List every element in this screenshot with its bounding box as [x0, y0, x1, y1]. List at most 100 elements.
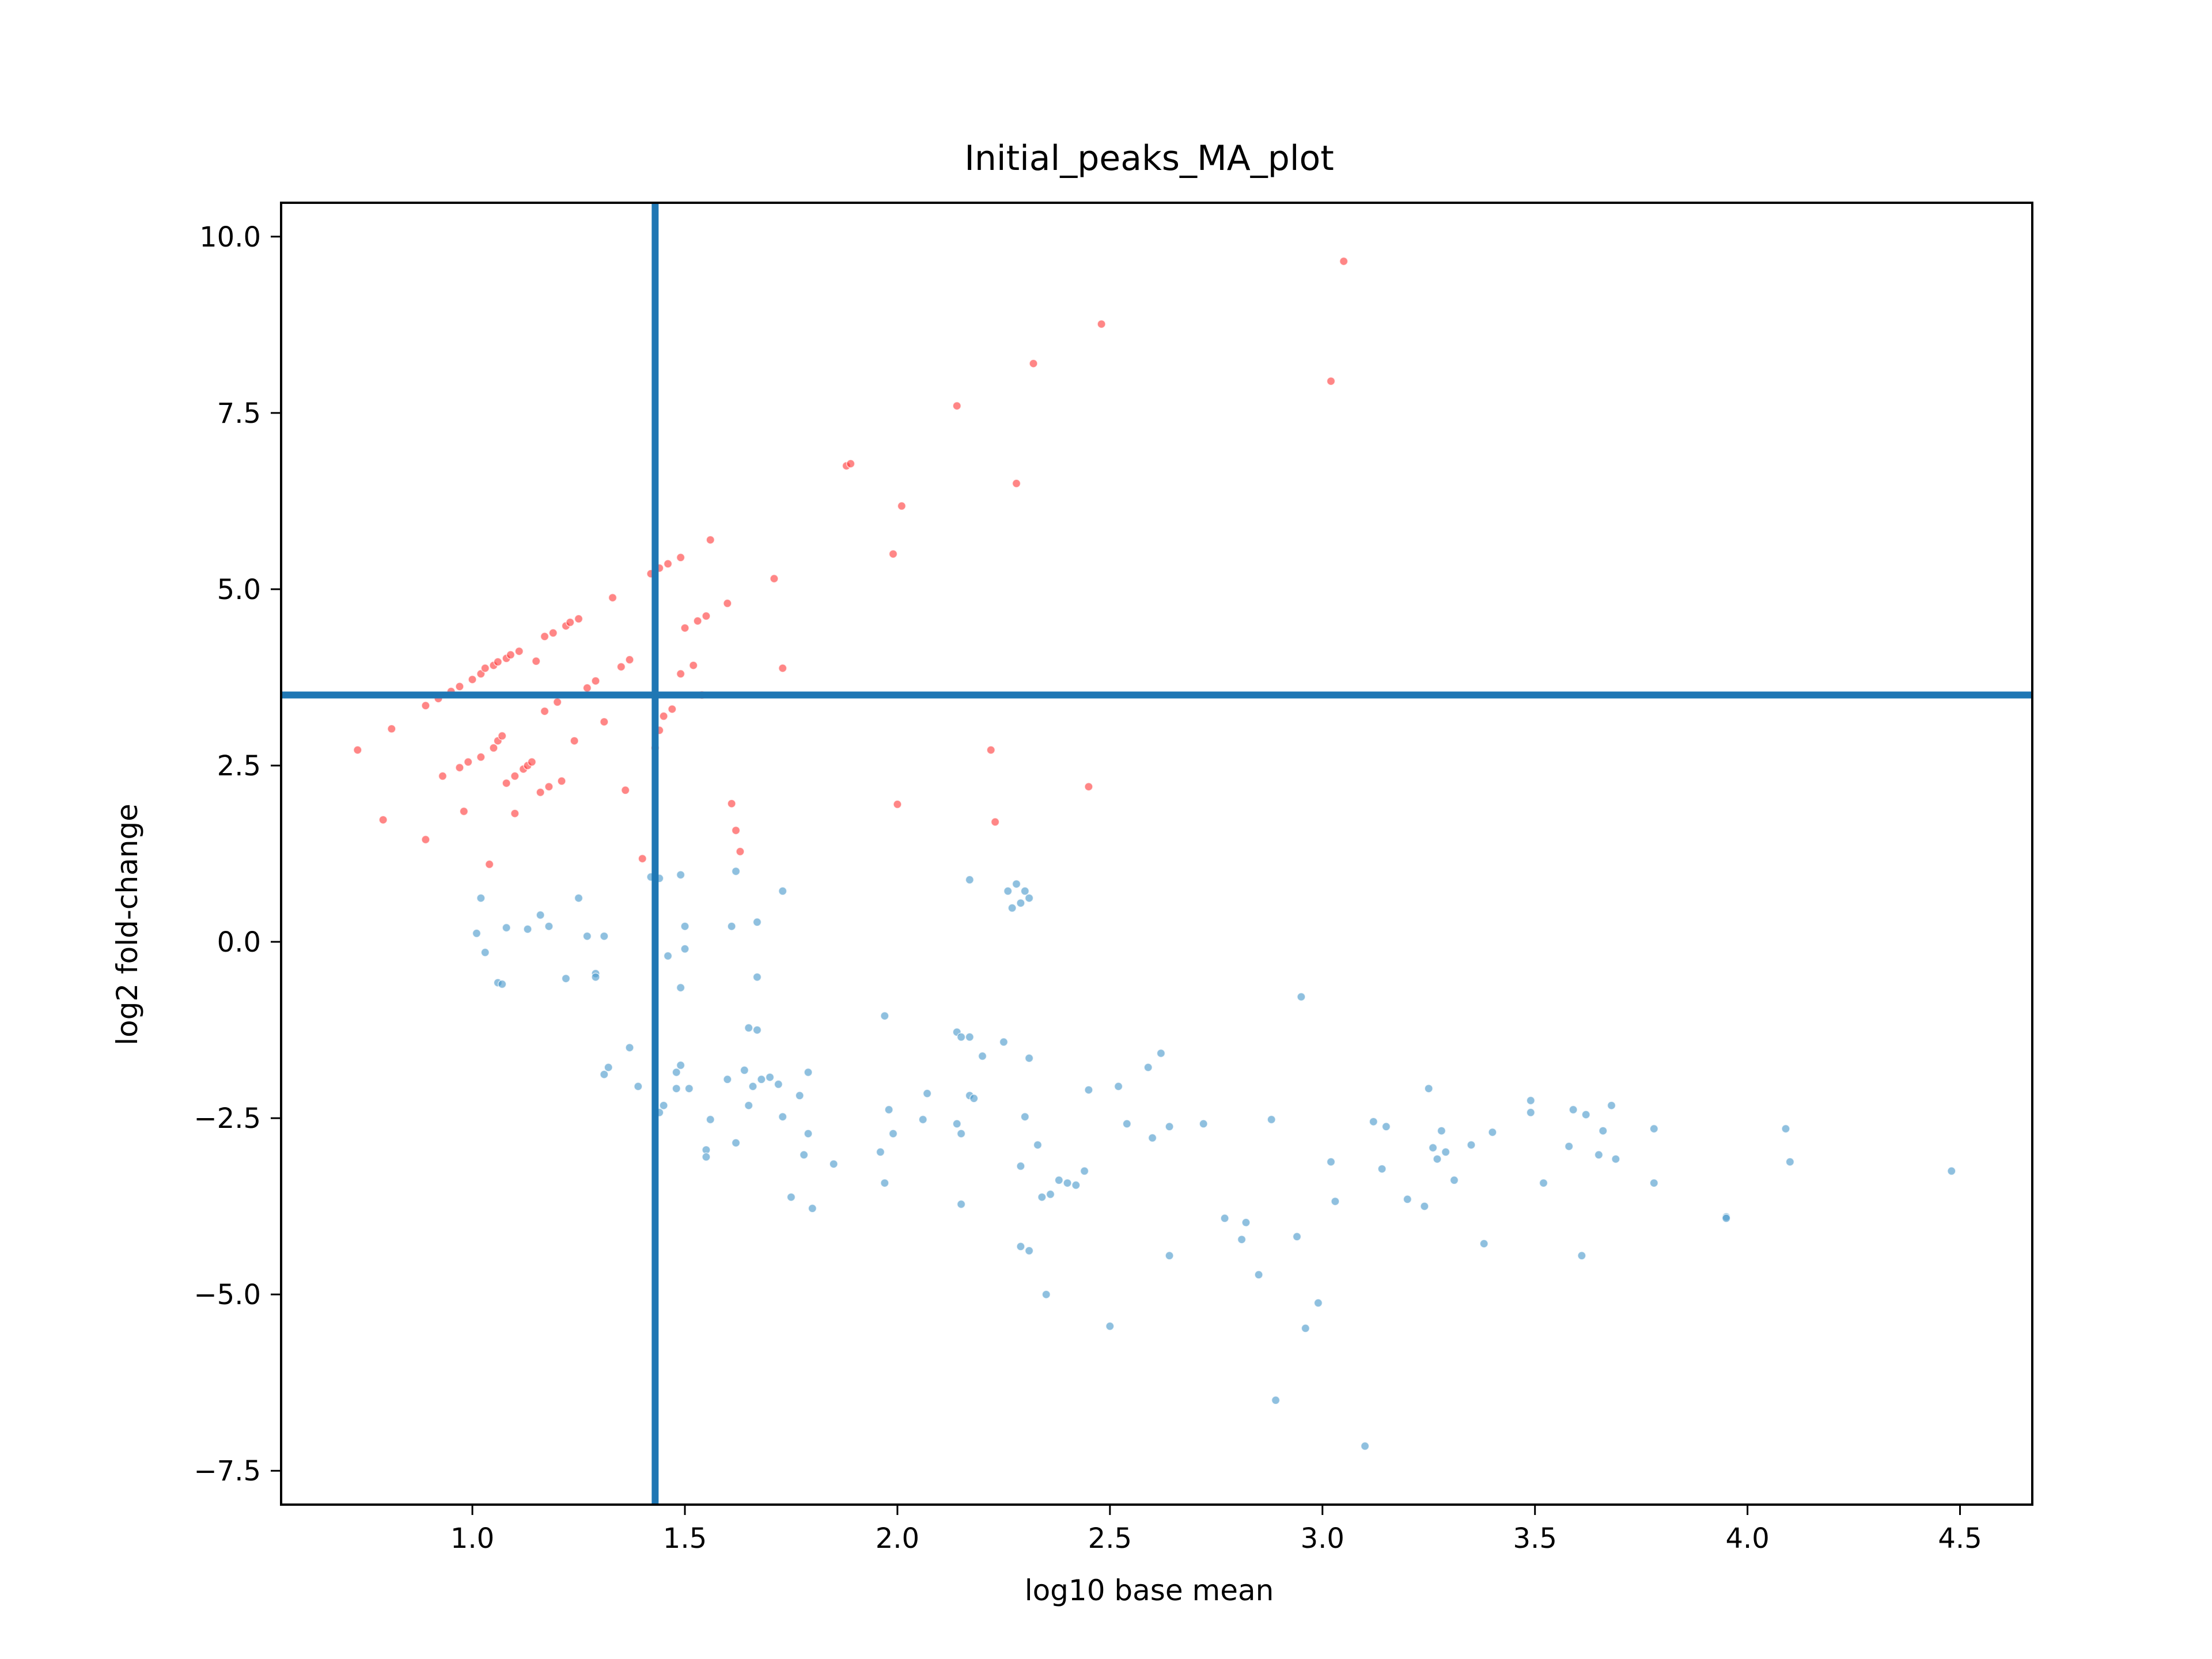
nonsignificant-point	[1297, 992, 1306, 1002]
nonsignificant-point	[1012, 879, 1021, 889]
nonsignificant-point	[1165, 1251, 1174, 1260]
significant-point	[514, 646, 524, 656]
nonsignificant-point	[1581, 1110, 1590, 1119]
nonsignificant-point	[672, 1084, 681, 1093]
significant-point	[1012, 479, 1021, 488]
significant-point	[438, 771, 448, 781]
nonsignificant-point	[600, 1070, 609, 1079]
nonsignificant-point	[1607, 1101, 1616, 1110]
nonsignificant-point	[1113, 1082, 1123, 1091]
nonsignificant-point	[1020, 1112, 1030, 1122]
nonsignificant-point	[727, 922, 736, 931]
nonsignificant-point	[1063, 1178, 1072, 1188]
significant-point	[723, 599, 732, 608]
significant-point	[952, 401, 961, 411]
nonsignificant-point	[786, 1192, 796, 1202]
nonsignificant-point	[795, 1091, 804, 1100]
significant-point	[625, 655, 634, 665]
nonsignificant-point	[663, 951, 673, 961]
nonsignificant-point	[536, 910, 545, 920]
significant-point	[990, 817, 1000, 827]
nonsignificant-point	[884, 1105, 893, 1115]
significant-point	[778, 664, 787, 673]
nonsignificant-point	[1649, 1124, 1659, 1134]
nonsignificant-point	[1054, 1176, 1064, 1185]
significant-point	[565, 618, 575, 627]
nonsignificant-point	[757, 1075, 766, 1084]
nonsignificant-point	[1313, 1298, 1323, 1308]
nonsignificant-point	[1080, 1166, 1089, 1176]
x-tick-label: 2.5	[1088, 1522, 1132, 1555]
nonsignificant-point	[880, 1178, 889, 1188]
nonsignificant-point	[1781, 1124, 1790, 1134]
nonsignificant-point	[684, 1084, 694, 1093]
nonsignificant-point	[965, 1032, 975, 1042]
x-tick-label: 3.0	[1301, 1522, 1344, 1555]
significant-point	[600, 717, 609, 726]
nonsignificant-point	[723, 1075, 732, 1084]
significant-point	[897, 501, 907, 511]
significant-point	[455, 682, 464, 691]
nonsignificant-point	[778, 1112, 787, 1122]
nonsignificant-point	[680, 944, 690, 954]
nonsignificant-point	[1441, 1147, 1450, 1157]
significant-point	[706, 535, 715, 544]
y-tick-label: 2.5	[217, 750, 261, 782]
significant-point	[986, 745, 995, 755]
nonsignificant-point	[1428, 1143, 1438, 1153]
significant-point	[693, 616, 702, 626]
nonsignificant-point	[1147, 1133, 1157, 1143]
nonsignificant-point	[625, 1043, 634, 1052]
nonsignificant-point	[502, 923, 511, 933]
nonsignificant-point	[1649, 1178, 1659, 1188]
nonsignificant-point	[1381, 1122, 1391, 1131]
nonsignificant-point	[1105, 1321, 1115, 1331]
nonsignificant-point	[1326, 1157, 1336, 1166]
significant-point	[421, 835, 430, 844]
axes-frame	[280, 202, 2033, 1506]
significant-point	[663, 559, 673, 569]
nonsignificant-point	[1254, 1270, 1263, 1279]
nonsignificant-point	[672, 1067, 681, 1077]
nonsignificant-point	[1301, 1324, 1310, 1333]
nonsignificant-point	[1241, 1218, 1251, 1228]
nonsignificant-point	[778, 887, 787, 896]
significant-point	[1097, 319, 1106, 329]
nonsignificant-point	[1424, 1084, 1433, 1093]
significant-point	[476, 752, 486, 762]
y-tick-label: 0.0	[217, 926, 261, 959]
significant-point	[680, 623, 690, 632]
nonsignificant-point	[1611, 1154, 1620, 1164]
nonsignificant-point	[1569, 1105, 1578, 1115]
y-tick-label: 7.5	[217, 397, 261, 430]
nonsignificant-point	[604, 1063, 613, 1072]
nonsignificant-point	[808, 1204, 817, 1213]
nonsignificant-point	[748, 1082, 757, 1091]
nonsignificant-point	[591, 972, 600, 982]
nonsignificant-point	[1377, 1164, 1387, 1173]
y-tick-label: −7.5	[194, 1455, 261, 1487]
nonsignificant-point	[1199, 1119, 1208, 1128]
significant-point	[1029, 359, 1038, 368]
plot-area: 1.0 1.5 2.0 2.5 3.0 3.5 4.0 4.5 10.0 7.5 5.0 2.5 0.0…	[194, 202, 2033, 1555]
nonsignificant-point	[676, 1060, 685, 1070]
nonsignificant-point	[1046, 1190, 1055, 1199]
significant-point	[531, 657, 541, 666]
significant-point	[387, 724, 396, 734]
nonsignificant-point	[659, 1101, 668, 1110]
nonsignificant-point	[523, 925, 532, 934]
significant-point	[493, 657, 503, 666]
nonsignificant-point	[876, 1147, 885, 1157]
nonsignificant-point	[1947, 1166, 1956, 1176]
chart-title: Initial_peaks_MA_plot	[964, 138, 1334, 179]
significant-point	[552, 698, 562, 707]
nonsignificant-point	[706, 1115, 715, 1124]
significant-point	[540, 632, 550, 641]
significant-point	[502, 778, 511, 788]
significant-point	[548, 628, 558, 638]
nonsignificant-point	[1020, 887, 1030, 896]
nonsignificant-point	[1564, 1142, 1574, 1151]
nonsignificant-point	[804, 1067, 813, 1077]
significant-point	[638, 854, 647, 863]
